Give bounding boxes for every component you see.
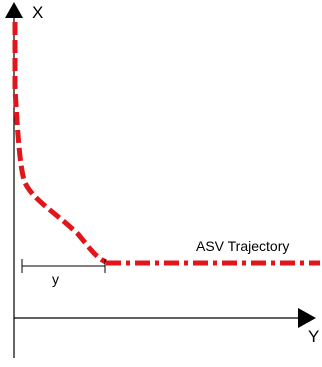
dimension-label: y <box>52 271 59 287</box>
asv-trajectory-curve <box>12 22 108 265</box>
y-axis-label: Y <box>308 327 319 346</box>
trajectory-label: ASV Trajectory <box>196 238 289 254</box>
y-axis-arrowhead <box>298 308 316 328</box>
x-axis-label: X <box>32 3 43 22</box>
x-axis-arrowhead <box>5 2 23 18</box>
